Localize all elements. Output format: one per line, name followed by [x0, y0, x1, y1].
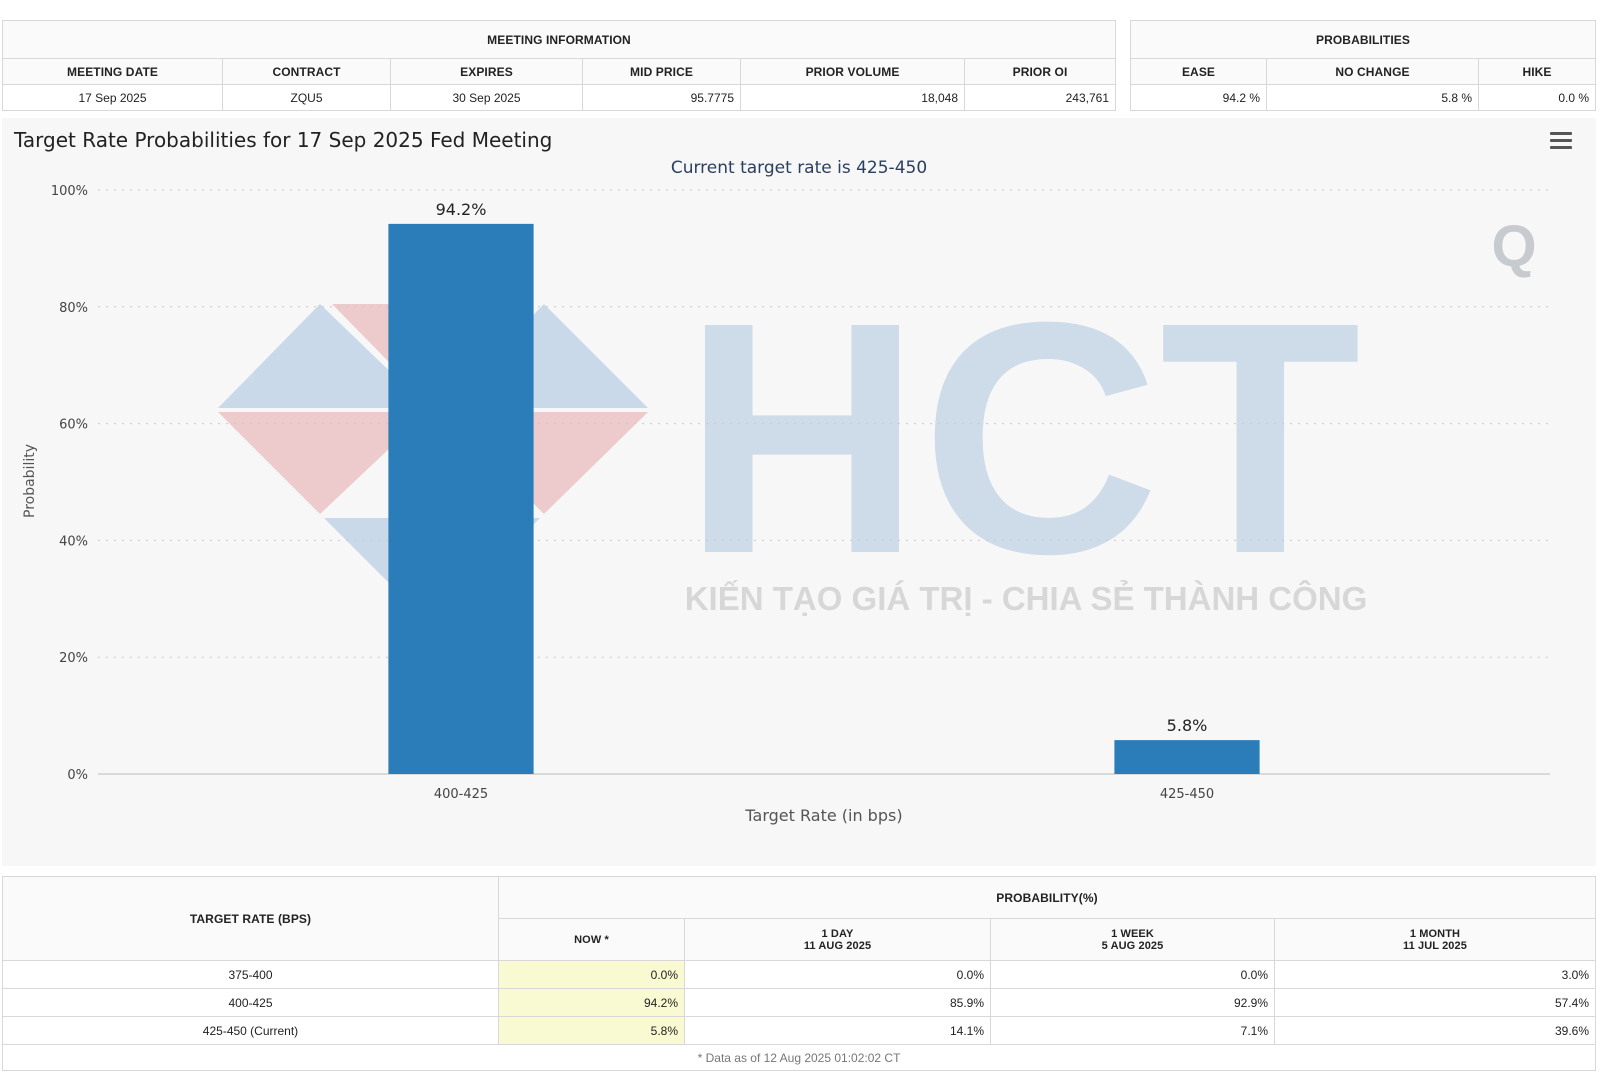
value-cell: 0.0%: [498, 960, 685, 989]
rate-cell: 400-425: [2, 988, 499, 1017]
x-axis-label: Target Rate (in bps): [744, 806, 902, 825]
rate-cell: 425-450 (Current): [2, 1016, 499, 1045]
col-expires: EXPIRES: [390, 58, 583, 85]
watermark-shape: [218, 412, 428, 514]
rate-cell: 375-400: [2, 960, 499, 989]
y-tick-label: 20%: [59, 651, 88, 666]
table-row: 375-400 0.0% 0.0% 0.0% 3.0%: [2, 960, 1596, 989]
watermark-brand: HCT: [683, 253, 1361, 622]
y-tick-label: 80%: [59, 301, 88, 316]
meeting-date-value: 17 Sep 2025: [2, 84, 223, 111]
col-mid-price: MID PRICE: [582, 58, 741, 85]
col-prior-oi: PRIOR OI: [964, 58, 1116, 85]
col-meeting-date: MEETING DATE: [2, 58, 223, 85]
chart-grid: [98, 189, 1550, 775]
x-tick-label: 425-450: [1160, 787, 1214, 802]
chart-canvas: HCT KIẾN TẠO GIÁ TRỊ - CHIA SẺ THÀNH CÔN…: [22, 184, 1550, 825]
ease-value: 94.2 %: [1130, 84, 1267, 111]
value-cell: 39.6%: [1274, 1016, 1596, 1045]
y-tick-label: 40%: [59, 534, 88, 549]
bar: [388, 223, 534, 774]
watermark-corner-mark: Q: [1491, 214, 1536, 279]
table-row: 17 Sep 2025 ZQU5 30 Sep 2025 95.7775 18,…: [2, 84, 1116, 111]
meeting-info-table: MEETING INFORMATION MEETING DATE CONTRAC…: [2, 20, 1116, 111]
table-row: 425-450 (Current) 5.8% 14.1% 7.1% 39.6%: [2, 1016, 1596, 1045]
prior-oi-value: 243,761: [964, 84, 1116, 111]
col-1-day: 1 DAY 11 AUG 2025: [684, 918, 991, 961]
value-cell: 92.9%: [990, 988, 1275, 1017]
x-tick-label: 400-425: [434, 787, 488, 802]
data-label: 94.2%: [436, 200, 487, 219]
col-hike: HIKE: [1478, 58, 1596, 85]
chart-subtitle: Current target rate is 425-450: [670, 158, 928, 178]
expires-value: 30 Sep 2025: [390, 84, 583, 111]
target-rate-chart: HCT KIẾN TẠO GIÁ TRỊ - CHIA SẺ THÀNH CÔN…: [2, 118, 1596, 866]
col-1-month: 1 MONTH 11 JUL 2025: [1274, 918, 1596, 961]
col-no-change: NO CHANGE: [1266, 58, 1479, 85]
table-row: 94.2 % 5.8 % 0.0 %: [1130, 84, 1596, 111]
meeting-info-group-header: MEETING INFORMATION: [2, 20, 1116, 59]
y-tick-label: 100%: [51, 184, 88, 199]
col-target-rate: TARGET RATE (BPS): [2, 876, 499, 961]
value-cell: 94.2%: [498, 988, 685, 1017]
hamburger-menu-icon[interactable]: [1550, 132, 1572, 150]
y-tick-label: 60%: [59, 418, 88, 433]
chart-title: Target Rate Probabilities for 17 Sep 202…: [14, 128, 553, 152]
bar: [1114, 740, 1260, 774]
value-cell: 5.8%: [498, 1016, 685, 1045]
probability-history-table: TARGET RATE (BPS) PROBABILITY(%) NOW * 1…: [2, 876, 1596, 1071]
value-cell: 7.1%: [990, 1016, 1275, 1045]
no-change-value: 5.8 %: [1266, 84, 1479, 111]
data-timestamp-note: * Data as of 12 Aug 2025 01:02:02 CT: [2, 1044, 1596, 1071]
col-1-week: 1 WEEK 5 AUG 2025: [990, 918, 1275, 961]
hike-value: 0.0 %: [1478, 84, 1596, 111]
value-cell: 85.9%: [684, 988, 991, 1017]
y-tick-label: 0%: [67, 768, 88, 783]
probabilities-group-header: PROBABILITIES: [1130, 20, 1596, 59]
y-axis-label: Probability: [22, 444, 38, 518]
prior-volume-value: 18,048: [740, 84, 965, 111]
table-row: 400-425 94.2% 85.9% 92.9% 57.4%: [2, 988, 1596, 1017]
value-cell: 0.0%: [990, 960, 1275, 989]
col-contract: CONTRACT: [222, 58, 391, 85]
mid-price-value: 95.7775: [582, 84, 741, 111]
value-cell: 3.0%: [1274, 960, 1596, 989]
data-label: 5.8%: [1167, 716, 1208, 735]
col-ease: EASE: [1130, 58, 1267, 85]
probability-group-header: PROBABILITY(%): [498, 876, 1596, 919]
contract-value: ZQU5: [222, 84, 391, 111]
col-prior-volume: PRIOR VOLUME: [740, 58, 965, 85]
value-cell: 0.0%: [684, 960, 991, 989]
value-cell: 14.1%: [684, 1016, 991, 1045]
chart-bars: [388, 223, 1260, 774]
chart-labels: 0% 20% 40% 60% 80% 100% 94.2% 400-425 5.8% 425-45…: [51, 184, 1214, 802]
probabilities-table: PROBABILITIES EASE NO CHANGE HIKE 94.2 %…: [1130, 20, 1596, 111]
col-now: NOW *: [498, 918, 685, 961]
watermark-tagline: KIẾN TẠO GIÁ TRỊ - CHIA SẺ THÀNH CÔNG: [685, 579, 1368, 617]
watermark-shape: [218, 304, 428, 408]
value-cell: 57.4%: [1274, 988, 1596, 1017]
